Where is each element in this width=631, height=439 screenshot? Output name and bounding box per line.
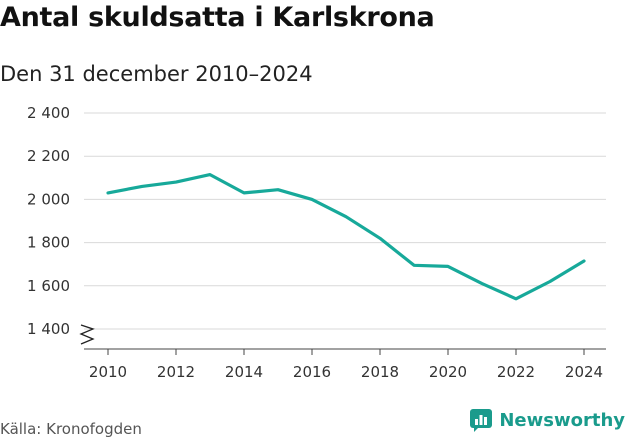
y-tick-label: 1 600 <box>27 277 70 295</box>
x-tick-label: 2022 <box>497 363 535 381</box>
x-tick-label: 2016 <box>293 363 331 381</box>
x-tick-label: 2012 <box>157 363 195 381</box>
x-tick-label: 2020 <box>429 363 467 381</box>
x-tick-label: 2010 <box>89 363 127 381</box>
grid-lines <box>84 112 606 330</box>
axis-break-icon <box>79 324 95 345</box>
newsworthy-logo-icon <box>470 409 493 432</box>
x-tick-label: 2018 <box>361 363 399 381</box>
series-line <box>106 173 586 301</box>
y-tick-label: 2 000 <box>27 190 70 208</box>
data-series <box>106 173 586 301</box>
x-tick-label: 2024 <box>565 363 603 381</box>
source-note: Källa: Kronofogden <box>0 420 142 438</box>
y-tick-label: 1 800 <box>27 234 70 252</box>
y-tick-label: 2 400 <box>27 104 70 122</box>
x-axis: 2010 2012 2014 2016 2018 2020 2022 2024 <box>79 324 606 381</box>
chart-subtitle: Den 31 december 2010–2024 <box>0 62 313 86</box>
x-tick-label: 2014 <box>225 363 263 381</box>
y-tick-label: 1 400 <box>27 320 70 338</box>
y-tick-label: 2 200 <box>27 147 70 165</box>
brand-name: Newsworthy <box>499 409 625 431</box>
y-tick-labels: 1 400 1 600 1 800 2 000 2 200 2 400 <box>27 104 70 338</box>
brand-badge[interactable]: Newsworthy <box>469 408 625 432</box>
chart-title: Antal skuldsatta i Karlskrona <box>0 2 435 33</box>
